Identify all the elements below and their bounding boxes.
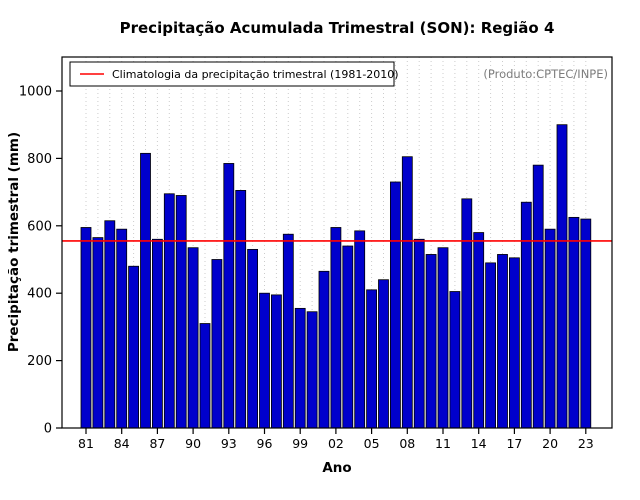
- bar-year-2015: [485, 262, 497, 429]
- x-axis-label: Ano: [322, 460, 351, 476]
- bar-year-2022: [568, 216, 580, 429]
- svg-text:87: 87: [149, 436, 165, 451]
- bar-year-1982: [92, 237, 104, 429]
- bar-year-1986: [140, 152, 151, 429]
- svg-text:0: 0: [44, 422, 52, 437]
- svg-text:11: 11: [435, 436, 451, 451]
- legend-label: Climatologia da precipitação trimestral …: [112, 68, 399, 81]
- bar-year-2003: [342, 245, 354, 429]
- bar-year-2005: [366, 289, 378, 429]
- svg-text:1000: 1000: [19, 85, 52, 100]
- svg-text:02: 02: [328, 436, 344, 451]
- bar-year-2000: [306, 311, 318, 429]
- bar-year-2007: [389, 181, 401, 429]
- plot-frame: [61, 56, 613, 429]
- bar-year-2009: [413, 238, 425, 429]
- svg-text:20: 20: [542, 436, 558, 451]
- bar-year-2008: [401, 156, 413, 429]
- svg-text:05: 05: [364, 436, 380, 451]
- bar-year-1997: [270, 294, 282, 429]
- bar-year-2019: [532, 164, 544, 429]
- bar-year-2012: [449, 291, 461, 429]
- bar-year-1992: [211, 259, 223, 429]
- svg-text:08: 08: [399, 436, 415, 451]
- bar-year-2020: [544, 228, 556, 429]
- chart-title: Precipitação Acumulada Trimestral (SON):…: [120, 19, 555, 37]
- bar-year-2017: [508, 257, 520, 429]
- bar-year-2018: [520, 201, 532, 429]
- svg-text:81: 81: [78, 436, 94, 451]
- bar-year-2002: [330, 227, 342, 429]
- svg-text:600: 600: [27, 219, 52, 234]
- bar-year-2021: [556, 124, 568, 429]
- bar-year-1985: [128, 265, 140, 429]
- bar-year-1999: [294, 307, 306, 429]
- svg-text:96: 96: [257, 436, 273, 451]
- legend-box: [69, 61, 395, 87]
- svg-text:99: 99: [292, 436, 308, 451]
- precipitation-bars: [80, 124, 592, 429]
- y-axis-label: Precipitação trimestral (mm): [6, 132, 22, 352]
- bar-year-1983: [104, 220, 116, 429]
- x-axis-ticks: 81 84 87 90 93 96 99 02 05 08 11 14 17 20 23: [78, 428, 594, 451]
- y-axis-ticks: 0 200 400 600 800 1000: [19, 85, 62, 437]
- legend: Climatologia da precipitação trimestral …: [69, 61, 399, 87]
- bar-year-2006: [378, 279, 389, 429]
- svg-text:14: 14: [471, 436, 487, 451]
- svg-text:90: 90: [185, 436, 201, 451]
- svg-text:23: 23: [578, 436, 594, 451]
- bar-year-1996: [259, 292, 270, 429]
- svg-text:84: 84: [114, 436, 130, 451]
- bar-year-1990: [187, 247, 199, 429]
- source-annotation: (Produto:CPTEC/INPE): [483, 67, 608, 81]
- bar-year-2014: [473, 232, 485, 429]
- bar-year-2016: [497, 254, 508, 429]
- svg-text:800: 800: [27, 152, 52, 167]
- bar-year-1991: [199, 323, 211, 429]
- bar-year-1984: [116, 228, 128, 429]
- bar-year-1988: [163, 193, 175, 429]
- bar-year-1989: [175, 195, 187, 429]
- svg-text:200: 200: [27, 354, 52, 369]
- bar-year-1998: [282, 233, 294, 429]
- bar-year-1993: [223, 163, 235, 429]
- bar-year-2013: [461, 198, 473, 429]
- svg-text:400: 400: [27, 287, 52, 302]
- svg-text:93: 93: [221, 436, 237, 451]
- bar-year-2004: [354, 230, 366, 429]
- svg-text:17: 17: [506, 436, 522, 451]
- bar-year-1981: [80, 227, 92, 429]
- bar-year-2023: [580, 218, 592, 429]
- bar-year-2011: [437, 247, 449, 429]
- bar-year-1987: [151, 238, 163, 429]
- bar-year-2010: [425, 254, 437, 429]
- bar-year-1995: [247, 248, 259, 429]
- bar-year-2001: [318, 270, 330, 429]
- bar-year-1994: [235, 190, 247, 429]
